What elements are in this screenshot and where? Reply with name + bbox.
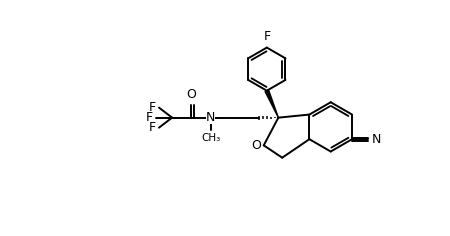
Text: N: N xyxy=(206,111,215,124)
Text: F: F xyxy=(263,30,270,43)
Text: F: F xyxy=(149,121,156,134)
Text: CH₃: CH₃ xyxy=(201,133,220,143)
Text: O: O xyxy=(251,139,261,152)
Text: N: N xyxy=(371,133,381,146)
Text: F: F xyxy=(149,101,156,114)
Text: F: F xyxy=(146,111,153,124)
Polygon shape xyxy=(265,90,279,118)
Text: O: O xyxy=(186,88,196,101)
